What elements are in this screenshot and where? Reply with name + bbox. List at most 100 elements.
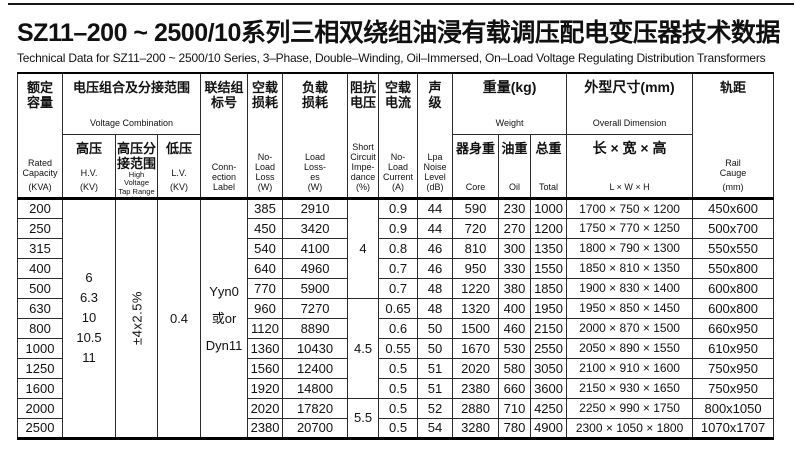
cell-load-loss: 4960 [282,257,349,279]
cell-no-load-current: 0.5 [378,357,419,379]
table-row: 630 960 7270 4.5 0.65 48 1320 400 1950 1… [17,297,775,399]
cell-load-loss: 4100 [282,237,349,259]
impedance-group-cell: 4.5 [347,297,380,399]
cell-total-weight: 3600 [530,377,568,399]
page-subtitle: Technical Data for SZ11–200 ~ 2500/10 Se… [17,51,766,65]
col-header-connection-label: 联结组 标号 Conn-ection Label [200,72,249,199]
cell-no-load-loss: 540 [247,237,284,259]
cell-core-weight: 1220 [452,277,500,299]
cell-total-weight: 4900 [530,417,568,440]
cell-core-weight: 1670 [452,337,500,359]
cell-core-weight: 950 [452,257,500,279]
cell-total-weight: 4250 [530,397,568,419]
cell-dimensions: 2000 × 870 × 1500 [566,317,694,339]
cell-load-loss: 14800 [282,377,349,399]
table-row: 2000 2020 17820 5.5 0.5 52 2880 710 4250… [17,397,775,440]
cell-noise-level: 48 [417,277,454,299]
cell-no-load-current: 0.6 [378,317,419,339]
capacity-zh: 额定 [26,79,53,95]
cell-rail-gauge: 610x950 [692,337,775,359]
cell-load-loss: 7270 [282,297,349,319]
cell-oil-weight: 230 [498,196,532,219]
cell-oil-weight: 460 [498,317,532,339]
cell-no-load-current: 0.5 [378,377,419,399]
cell-dimensions: 1700 × 750 × 1200 [566,196,694,219]
cell-no-load-loss: 1560 [247,357,284,379]
cell-core-weight: 2380 [452,377,500,399]
cell-capacity: 1600 [17,377,63,399]
cell-oil-weight: 580 [498,357,532,379]
table-body: 200 6 6.3 10 10.5 11 ±4x2.5% 0.4 [17,196,775,440]
cell-capacity: 2500 [17,417,63,440]
cell-rail-gauge: 800x1050 [692,397,775,419]
top-rule-line [8,3,794,5]
col-header-impedance: 阻抗 电压 Short Circuit Impe-dance (%) [347,72,380,199]
cell-dimensions: 2300 × 1050 × 1800 [566,417,694,440]
impedance-group-cell: 4 [347,196,380,299]
col-header-hv: 高压 H.V. (KV) [62,133,116,199]
cell-dimensions: 1750 × 770 × 1250 [566,217,694,239]
cell-core-weight: 810 [452,237,500,259]
col-header-no-load-current: 空载 电流 No- Load Current (A) [378,72,419,199]
table-row: 800 1120 8890 0.6 50 1500 460 2150 2000 … [17,317,775,339]
table-row: 315 540 4100 0.8 46 810 300 1350 1800 × … [17,237,775,259]
col-header-noise-level: 声级 Lpa Noise Level (dB) [417,72,454,199]
cell-total-weight: 2550 [530,337,568,359]
tap-range-vertical-text: ±4x2.5% [129,291,144,345]
cell-oil-weight: 530 [498,337,532,359]
impedance-group-cell: 5.5 [347,397,380,440]
cell-total-weight: 3050 [530,357,568,379]
col-header-lv: 低压 L.V. (KV) [156,133,202,199]
table-row: 1600 1920 14800 0.5 51 2380 660 3600 215… [17,377,775,399]
cell-rail-gauge: 660x950 [692,317,775,339]
cell-load-loss: 2910 [282,196,349,219]
cell-capacity: 1000 [17,337,63,359]
cell-core-weight: 590 [452,196,500,219]
cell-no-load-loss: 450 [247,217,284,239]
cell-no-load-loss: 1360 [247,337,284,359]
cell-total-weight: 1850 [530,277,568,299]
cell-load-loss: 17820 [282,397,349,419]
cell-dimensions: 1800 × 790 × 1300 [566,237,694,259]
table-row: 1250 1560 12400 0.5 51 2020 580 3050 210… [17,357,775,379]
col-header-rated-capacity: 额定 容量 Rated Capacity (KVA) [17,72,63,199]
cell-no-load-current: 0.8 [378,237,419,259]
cell-noise-level: 48 [417,297,454,319]
cell-oil-weight: 300 [498,237,532,259]
cell-dimensions: 2100 × 910 × 1600 [566,357,694,379]
col-header-oil-weight: 油重 Oil [498,133,532,199]
technical-data-table: 额定 容量 Rated Capacity (KVA) 电压组合及分接范围 Voltag… [17,72,775,440]
cell-no-load-loss: 1120 [247,317,284,339]
cell-capacity: 2000 [17,397,63,419]
cell-oil-weight: 710 [498,397,532,419]
col-group-overall-dimension: 外型尺寸(mm) Overall Dimension [566,72,694,135]
cell-capacity: 250 [17,217,63,239]
tap-range-cell: ±4x2.5% [115,196,158,440]
col-header-core-weight: 器身重 Core [452,133,500,199]
cell-rail-gauge: 1070x1707 [692,417,775,440]
cell-no-load-current: 0.7 [378,277,419,299]
title-block: SZ11–200 ~ 2500/10系列三相双绕组油浸有载调压配电变压器技术数据… [17,18,792,65]
cell-no-load-current: 0.55 [378,337,419,359]
cell-load-loss: 10430 [282,337,349,359]
cell-load-loss: 12400 [282,357,349,379]
page-title: SZ11–200 ~ 2500/10系列三相双绕组油浸有载调压配电变压器技术数据 [17,19,780,47]
connection-label-cell: Yyn0 或or Dyn11 [200,196,249,440]
cell-oil-weight: 380 [498,277,532,299]
cell-load-loss: 20700 [282,417,349,440]
cell-no-load-loss: 640 [247,257,284,279]
col-header-lwh: 长 × 宽 × 高 L × W × H [566,133,694,199]
cell-noise-level: 50 [417,337,454,359]
cell-core-weight: 720 [452,217,500,239]
cell-dimensions: 2150 × 930 × 1650 [566,377,694,399]
cell-rail-gauge: 550x800 [692,257,775,279]
cell-rail-gauge: 550x550 [692,237,775,259]
cell-noise-level: 44 [417,196,454,219]
table-header: 额定 容量 Rated Capacity (KVA) 电压组合及分接范围 Voltag… [17,72,775,199]
cell-no-load-current: 0.5 [378,397,419,419]
cell-total-weight: 1550 [530,257,568,279]
cell-load-loss: 5900 [282,277,349,299]
cell-total-weight: 2150 [530,317,568,339]
cell-capacity: 1250 [17,357,63,379]
cell-rail-gauge: 450x600 [692,196,775,219]
